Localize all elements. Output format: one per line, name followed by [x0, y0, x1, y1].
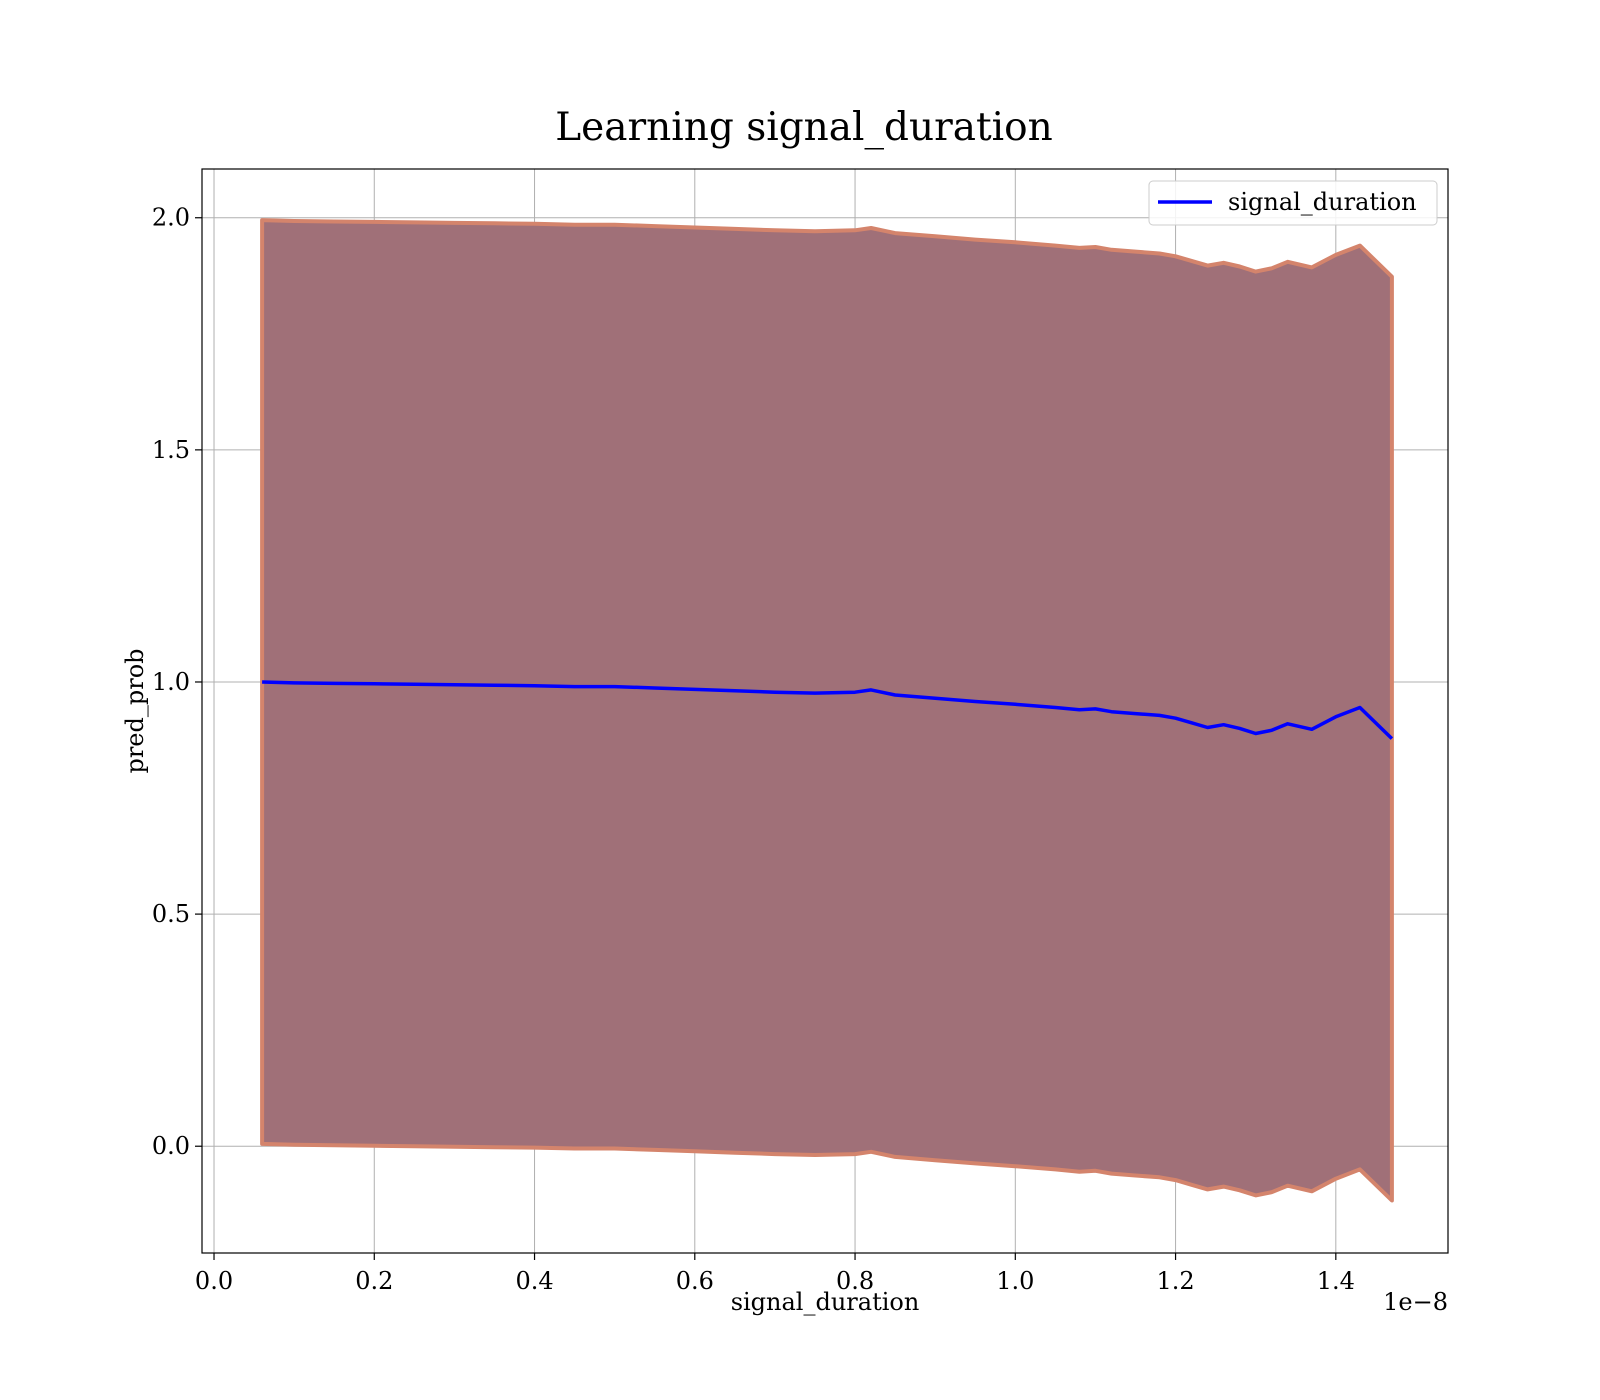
y-tick-label: 0.5: [152, 900, 190, 928]
x-axis-offset-label: 1e−8: [1383, 1288, 1448, 1316]
legend-box: [1148, 180, 1438, 226]
y-tick-label: 0.0: [152, 1132, 190, 1160]
x-tick-label: 0.8: [836, 1267, 874, 1295]
y-tick-label: 2.0: [152, 204, 190, 232]
legend: signal_duration: [1148, 180, 1438, 226]
x-tick-label: 1.4: [1317, 1267, 1355, 1295]
x-tick-label: 0.0: [195, 1267, 233, 1295]
x-tick-label: 0.6: [676, 1267, 714, 1295]
y-axis-ticks: 0.0 0.5 1.0 1.5 2.0: [152, 204, 202, 1160]
x-tick-label: 1.0: [996, 1267, 1034, 1295]
y-tick-label: 1.0: [152, 668, 190, 696]
x-tick-label: 0.2: [355, 1267, 393, 1295]
y-axis-label: pred_prob: [121, 648, 149, 773]
series-line-signal_duration: [262, 680, 1394, 740]
plot-frame: [201, 168, 1449, 1254]
band-layer: [260, 218, 1394, 1203]
x-axis-ticks: 0.0 0.2 0.4 0.6 0.8 1.0 1.2 1.4: [195, 1253, 1355, 1295]
x-axis-label: signal_duration: [731, 1288, 920, 1316]
x-tick-label: 0.4: [515, 1267, 553, 1295]
y-tick-label: 1.5: [152, 436, 190, 464]
line-layer: [262, 680, 1394, 740]
x-tick-label: 1.2: [1156, 1267, 1194, 1295]
confidence-band: [260, 218, 1394, 1203]
chart-title: Learning signal_duration: [555, 105, 1052, 150]
legend-label-signal_duration: signal_duration: [1228, 188, 1417, 216]
